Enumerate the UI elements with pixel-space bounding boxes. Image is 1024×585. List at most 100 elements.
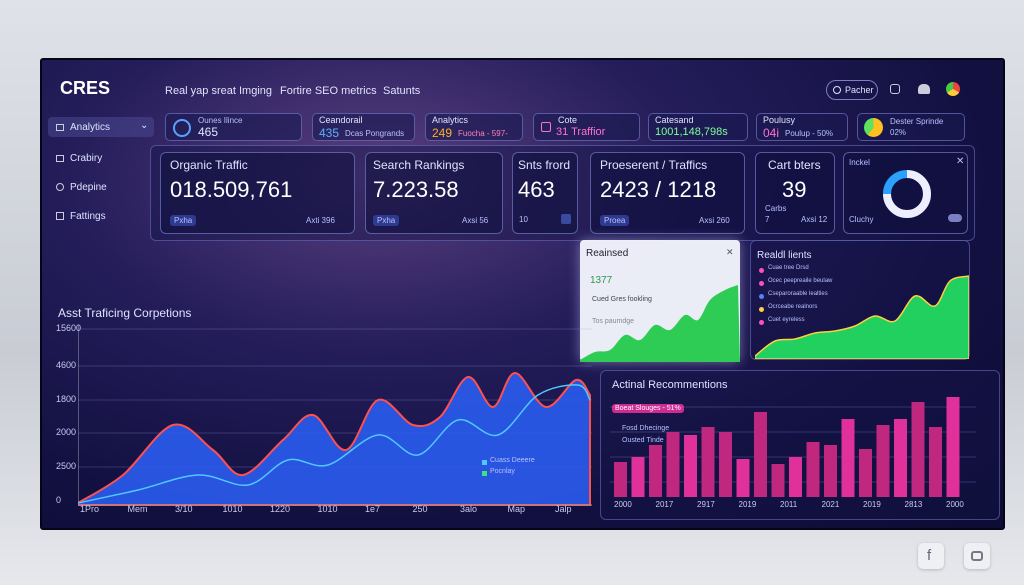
popup: Reainsed ✕ 1377 Cued Gres fookling Tos p… [580, 240, 740, 362]
sidebar-item[interactable]: Analytics [70, 122, 111, 133]
realtime-panel: Realdl lients Cuae tree Drsd Ocec peeprea… [750, 240, 970, 360]
card-tag: Pxha [373, 215, 400, 226]
bar [649, 445, 662, 497]
social-button[interactable]: f [918, 543, 944, 569]
card-tag: Pxha [170, 215, 197, 226]
avatar[interactable] [946, 82, 960, 96]
x-axis-label: 2813 [904, 500, 923, 509]
chip-label: Poulusy [763, 115, 796, 125]
card-tag: 10 [519, 215, 528, 224]
nav-link[interactable]: Fortire SEO metrics [280, 85, 377, 97]
card-value: 018.509,761 [170, 177, 293, 202]
bar [789, 457, 802, 497]
legend-swatch [759, 320, 764, 325]
icon [541, 122, 551, 132]
legend-swatch [759, 307, 764, 312]
recommendations-chart [610, 397, 976, 497]
legend-swatch [759, 281, 764, 286]
search-icon [833, 86, 841, 94]
card-tag: Proea [600, 215, 630, 226]
y-axis-label: 0 [56, 495, 62, 505]
sidebar-active[interactable] [48, 117, 154, 137]
icon [561, 214, 571, 224]
search-text: Pacher [845, 85, 874, 95]
chip-value: 04i [763, 126, 780, 140]
metric-card[interactable]: Cart bters 39 Carbs 7 Axsi 12 [755, 152, 835, 234]
chip-value: 1001,148,798s [655, 126, 728, 138]
metric-card[interactable]: Inckel ✕ Cluchy [843, 152, 968, 234]
panel-title: Realdl lients [757, 250, 812, 261]
x-axis-label: Map [507, 504, 526, 514]
bar [806, 442, 820, 497]
card-tag: Carbs [765, 204, 787, 213]
chip-label: Analytics [432, 115, 469, 125]
bar [754, 412, 767, 497]
chevron: ⌄ [140, 120, 149, 131]
chip-label: Catesand [655, 115, 694, 125]
icon[interactable] [890, 84, 900, 94]
x-axis-label: 2000 [946, 500, 964, 509]
metric-chip[interactable]: Ounes Ilince 465 [165, 113, 302, 141]
bar [894, 419, 907, 497]
chip-label: Cote [558, 115, 578, 125]
bar [771, 464, 785, 497]
card-title: Snts frord [518, 158, 571, 172]
area [580, 285, 740, 362]
social-button[interactable] [964, 543, 990, 569]
legend-label: Ocrceabe realnors [768, 304, 818, 310]
sidebar-item[interactable]: Crabiry [70, 153, 103, 164]
card-value: 39 [782, 177, 807, 202]
legend-label: Cseparoraable lealties [768, 291, 828, 297]
card-title: Proeserent / Traffics [600, 158, 708, 172]
x-axis-label: 2017 [655, 500, 674, 509]
card-tag: Cluchy [849, 215, 874, 224]
search-box[interactable]: Pacher [826, 80, 878, 100]
chip-value: 465 [198, 125, 219, 139]
metric-card[interactable]: Organic Traffic 018.509,761 Pxha Axti 39… [160, 152, 355, 234]
close[interactable]: ✕ [956, 156, 965, 167]
metric-chip[interactable]: Dester Sprinde 02% [857, 113, 965, 141]
metric-chip[interactable]: Ceandorail 435 Dcas Pongrands [312, 113, 415, 141]
user-icon[interactable] [918, 84, 930, 94]
sidebar-item[interactable]: Fattings [70, 211, 106, 222]
bar [841, 419, 855, 497]
bar [876, 425, 890, 497]
icon [56, 124, 64, 131]
chip-label: Dester Sprinde [890, 117, 944, 126]
metric-chip[interactable]: Analytics 249 Fuocha - 597- [425, 113, 523, 141]
legend-swatch [759, 268, 764, 273]
metric-chip[interactable]: Catesand 1001,148,798s [648, 113, 748, 141]
social-icon: f [927, 547, 932, 564]
x-axis-label: 2019 [738, 500, 757, 509]
bar [911, 402, 925, 497]
donut-arc [883, 170, 908, 195]
x-axis-label: 1e7 [365, 504, 381, 514]
bar [701, 427, 715, 497]
metric-card[interactable]: Search Rankings 7.223.58 Pxha Axsi 56 [365, 152, 503, 234]
legend-label: Pocnlay [490, 468, 515, 475]
legend-swatch [482, 471, 487, 476]
y-axis-label: 1800 [56, 394, 77, 404]
sidebar-item[interactable]: Pdepine [70, 182, 107, 193]
card-value: 463 [518, 177, 555, 202]
nav-link[interactable]: Satunts [383, 85, 421, 97]
card-title: Organic Traffic [170, 158, 248, 172]
x-axis-label: 2000 [614, 500, 632, 509]
close[interactable]: ✕ [726, 247, 734, 257]
card-note: Axsi 12 [801, 215, 828, 224]
metric-chip[interactable]: Poulusy 04i Poulup - 50% [756, 113, 848, 141]
toggle[interactable] [948, 214, 962, 222]
bar [736, 459, 750, 497]
card-extra: 7 [765, 215, 770, 224]
nav-link[interactable]: Real yap sreat Imging [165, 85, 272, 97]
metric-card[interactable]: Snts frord 463 10 [512, 152, 578, 234]
metric-chip[interactable]: Cote 31 Traffior [533, 113, 640, 141]
bar [929, 427, 942, 497]
icon [173, 119, 191, 137]
metric-card[interactable]: Proeserent / Traffics 2423 / 1218 Proea … [590, 152, 745, 234]
bar [824, 445, 837, 497]
y-axis-label: 15600 [56, 323, 82, 333]
chip-label: Ceandorail [319, 115, 363, 125]
bar [684, 435, 697, 497]
x-axis-label: 3/10 [175, 504, 193, 514]
